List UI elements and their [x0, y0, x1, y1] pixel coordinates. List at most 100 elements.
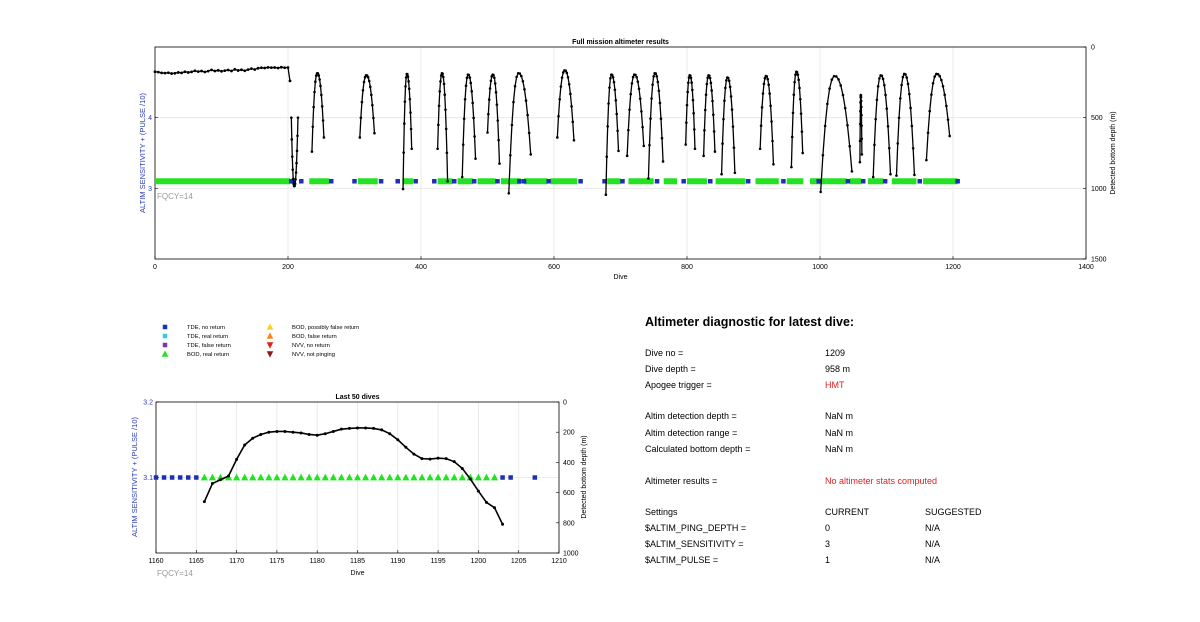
depth-point	[832, 74, 836, 78]
depth-point	[529, 153, 533, 156]
depth-point	[368, 85, 372, 89]
depth-point	[628, 108, 631, 111]
depth-point	[438, 90, 442, 93]
depth-point	[526, 113, 529, 117]
bod-real-return-marker	[265, 473, 273, 481]
legend-label: BOD, possibly false return	[292, 325, 359, 331]
depth-point	[763, 76, 767, 80]
bod-real-return-marker-band	[500, 178, 521, 185]
legend-label: NVV, not pinging	[292, 352, 335, 358]
depth-point	[230, 69, 233, 73]
bod-real-return-marker	[353, 473, 362, 481]
depth-point	[420, 457, 424, 461]
depth-point	[658, 101, 662, 105]
tde-no-return-marker	[860, 179, 866, 184]
x-tick-label: 600	[548, 264, 560, 271]
depth-point	[465, 76, 469, 80]
x-tick-label: 200	[282, 264, 294, 271]
depth-point	[356, 426, 359, 430]
setting-name: $ALTIM_PULSE =	[645, 555, 719, 565]
full-mission-grid	[155, 47, 1086, 259]
depth-point	[173, 71, 177, 75]
depth-point	[193, 69, 197, 73]
setting-suggested: N/A	[925, 539, 941, 549]
depth-point	[881, 77, 885, 81]
legend-marker	[162, 333, 168, 339]
depth-point	[659, 117, 663, 121]
depth-point	[772, 163, 775, 166]
depth-point	[498, 162, 501, 165]
depth-point	[235, 457, 239, 461]
setting-current: 1	[825, 555, 831, 565]
tde-no-return-marker	[432, 179, 437, 184]
bod-real-return-marker-band	[663, 178, 678, 185]
legend-label: TDE, no return	[187, 325, 225, 331]
depth-point	[925, 158, 928, 162]
depth-point	[153, 70, 157, 74]
depth-point	[941, 84, 945, 88]
depth-point	[313, 90, 316, 94]
depth-point	[859, 95, 863, 99]
depth-point	[370, 93, 373, 97]
depth-point	[523, 88, 526, 91]
depth-point	[371, 103, 374, 107]
depth-point	[710, 89, 713, 92]
depth-line-dive	[402, 73, 413, 190]
last-50-x-label: Dive	[350, 570, 364, 577]
depth-point	[900, 83, 903, 87]
depth-point	[908, 92, 911, 96]
bod-real-return-marker	[241, 473, 249, 481]
depth-point	[635, 75, 638, 79]
suggested-header: SUGGESTED	[925, 507, 982, 517]
depth-point	[220, 69, 223, 73]
tde-no-return-marker	[521, 179, 527, 184]
bod-real-return-marker	[402, 473, 410, 481]
depth-point	[611, 76, 615, 79]
depth-point	[647, 177, 650, 180]
depth-point	[279, 65, 283, 69]
settings-header: Settings	[645, 507, 678, 517]
depth-point	[945, 104, 948, 108]
bod-real-return-marker	[208, 473, 216, 481]
depth-point	[630, 82, 634, 85]
depth-point	[439, 80, 442, 83]
bod-real-return-marker	[305, 473, 313, 481]
depth-point	[362, 80, 366, 84]
bod-real-return-marker	[233, 473, 241, 481]
depth-point	[765, 75, 769, 78]
depth-point	[316, 72, 320, 75]
tde-no-return-marker	[517, 179, 522, 184]
tde-no-return-marker	[681, 179, 686, 184]
full-mission-x-ticks: 0 200 400 600 800 1000 1200 1400	[153, 256, 1094, 271]
legend-marker	[266, 332, 274, 339]
depth-point	[489, 79, 493, 83]
depth-point	[943, 93, 946, 97]
depth-point	[720, 172, 723, 176]
depth-point	[828, 87, 831, 90]
depth-point	[885, 107, 889, 110]
depth-point	[470, 90, 474, 93]
y-right-tick-label: 1000	[1091, 186, 1107, 193]
depth-point	[609, 76, 612, 80]
x-tick-label: 1185	[350, 558, 365, 565]
depth-point	[515, 75, 518, 79]
depth-point	[931, 81, 935, 85]
depth-point	[283, 429, 287, 433]
bod-real-return-marker-band	[715, 178, 746, 185]
last-50-right-y-label: Detected bottom depth (m)	[581, 435, 588, 518]
legend-label: BOD, false return	[292, 334, 337, 340]
depth-point	[497, 138, 500, 142]
depth-point	[875, 98, 879, 102]
x-tick-label: 1400	[1078, 264, 1094, 271]
tde-no-return-marker	[471, 179, 477, 184]
depth-point	[293, 184, 296, 188]
depth-point	[372, 116, 375, 120]
depth-point	[518, 72, 522, 75]
y-right-tick-label: 1500	[1091, 257, 1107, 264]
depth-point	[933, 75, 937, 78]
depth-point	[899, 97, 902, 100]
bod-real-return-marker-band	[402, 178, 414, 185]
bod-real-return-marker	[273, 473, 281, 481]
tde-no-return-marker	[532, 475, 538, 480]
depth-point	[295, 149, 299, 153]
